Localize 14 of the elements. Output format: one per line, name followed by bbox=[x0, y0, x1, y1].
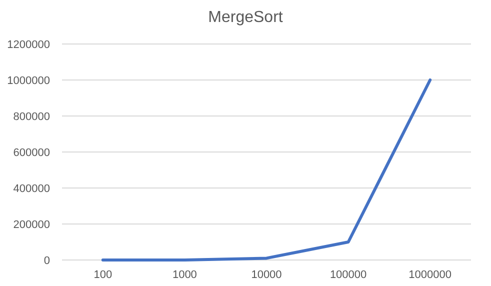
y-tick-label: 0 bbox=[44, 255, 50, 267]
x-tick-label: 100 bbox=[94, 269, 112, 281]
y-tick-label: 400000 bbox=[13, 183, 50, 195]
y-tick-label: 200000 bbox=[13, 219, 50, 231]
x-tick-label: 1000000 bbox=[408, 269, 452, 281]
y-tick-label: 800000 bbox=[13, 111, 50, 123]
y-tick-label: 1000000 bbox=[7, 75, 50, 87]
line-series bbox=[101, 78, 432, 262]
x-tick-label: 100000 bbox=[330, 269, 367, 281]
x-tick-label: 1000 bbox=[172, 269, 197, 281]
x-tick-label: 10000 bbox=[251, 269, 282, 281]
y-tick-label: 600000 bbox=[13, 147, 50, 159]
y-tick-label: 1200000 bbox=[7, 39, 50, 51]
chart-title: MergeSort bbox=[208, 9, 284, 26]
